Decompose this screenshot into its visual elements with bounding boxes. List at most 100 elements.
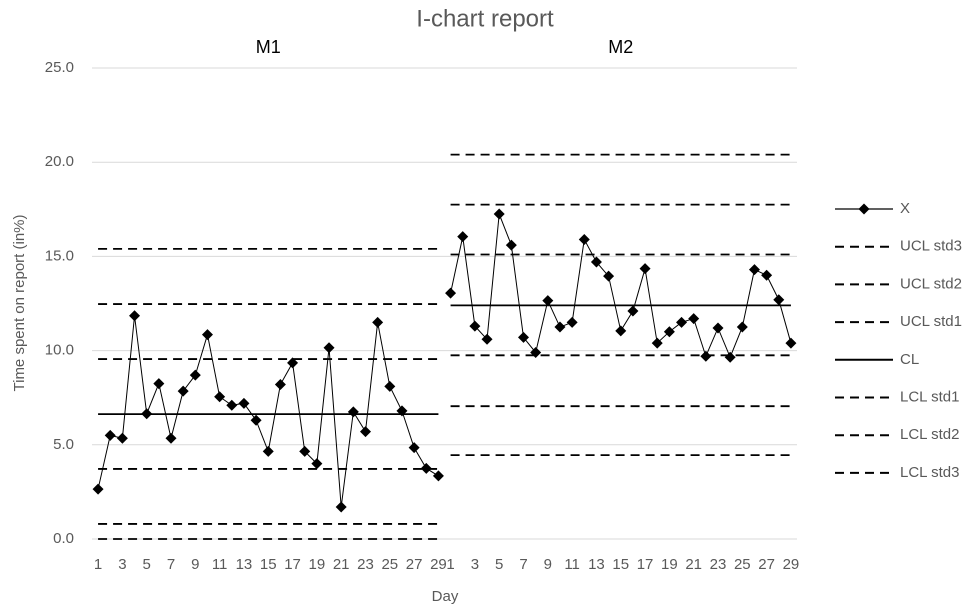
y-axis-label: Time spent on report (in%) <box>11 214 28 391</box>
group-label: M1 <box>256 37 281 57</box>
data-point <box>153 378 165 390</box>
x-tick-label: 19 <box>661 556 678 573</box>
legend-label: UCL std2 <box>900 275 962 292</box>
x-tick-label: 7 <box>519 556 527 573</box>
x-tick-label: 25 <box>734 556 751 573</box>
data-point <box>736 321 748 333</box>
data-point <box>262 445 274 457</box>
data-point <box>518 331 530 343</box>
legend-label: LCL std2 <box>900 426 959 443</box>
data-point <box>299 445 311 457</box>
data-point <box>445 287 457 299</box>
chart-title: I-chart report <box>416 5 554 32</box>
x-tick-label: 19 <box>309 556 326 573</box>
x-axis-label: Day <box>432 588 459 605</box>
y-tick-label: 25.0 <box>45 59 74 76</box>
data-point <box>384 380 396 392</box>
legend-marker <box>858 203 870 215</box>
data-point <box>578 233 590 245</box>
data-point <box>773 294 785 306</box>
x-tick-label: 1 <box>446 556 454 573</box>
x-tick-label: 21 <box>333 556 350 573</box>
x-tick-label: 7 <box>167 556 175 573</box>
y-tick-label: 15.0 <box>45 247 74 264</box>
x-tick-label: 9 <box>191 556 199 573</box>
data-point <box>116 432 128 444</box>
x-tick-label: 5 <box>495 556 503 573</box>
x-tick-label: 5 <box>143 556 151 573</box>
y-tick-label: 20.0 <box>45 153 74 170</box>
x-tick-label: 11 <box>212 556 228 573</box>
x-tick-label: 11 <box>564 556 580 573</box>
data-point <box>748 264 760 276</box>
data-point <box>420 462 432 474</box>
legend-label: LCL std3 <box>900 464 959 481</box>
data-point <box>603 270 615 282</box>
x-tick-label: 29 <box>783 556 800 573</box>
data-point <box>165 432 177 444</box>
x-tick-label: 25 <box>381 556 398 573</box>
legend-label: CL <box>900 351 919 368</box>
x-tick-label: 13 <box>588 556 605 573</box>
data-point <box>469 320 481 332</box>
data-point <box>335 501 347 513</box>
data-point <box>688 313 700 325</box>
data-point <box>189 369 201 381</box>
x-tick-label: 1 <box>94 556 102 573</box>
data-point <box>214 391 226 403</box>
legend-label: X <box>900 200 910 217</box>
data-point <box>651 337 663 349</box>
data-point <box>761 269 773 281</box>
data-point <box>566 316 578 328</box>
x-tick-label: 23 <box>357 556 374 573</box>
data-point <box>676 316 688 328</box>
legend-label: LCL std1 <box>900 388 959 405</box>
data-point <box>274 379 286 391</box>
data-point <box>177 385 189 397</box>
x-tick-label: 15 <box>260 556 277 573</box>
data-point <box>323 342 335 354</box>
x-tick-label: 29 <box>430 556 447 573</box>
x-tick-label: 23 <box>710 556 727 573</box>
data-point <box>408 442 420 454</box>
data-point <box>359 426 371 438</box>
data-point <box>505 239 517 251</box>
data-point <box>615 325 627 337</box>
data-point <box>238 397 250 409</box>
data-point <box>287 357 299 369</box>
data-point <box>104 429 116 441</box>
data-point <box>712 322 724 334</box>
x-tick-label: 17 <box>284 556 301 573</box>
data-point <box>493 208 505 220</box>
data-point <box>627 305 639 317</box>
x-tick-label: 3 <box>471 556 479 573</box>
x-tick-label: 27 <box>758 556 775 573</box>
data-point <box>311 458 323 470</box>
data-point <box>481 333 493 345</box>
data-point <box>590 256 602 268</box>
data-point <box>250 414 262 426</box>
data-point <box>700 350 712 362</box>
y-tick-label: 0.0 <box>53 530 74 547</box>
x-tick-label: 21 <box>685 556 702 573</box>
y-tick-label: 10.0 <box>45 342 74 359</box>
x-tick-label: 27 <box>406 556 423 573</box>
data-point <box>639 263 651 275</box>
data-point <box>129 310 141 322</box>
data-point <box>347 406 359 418</box>
data-point <box>663 326 675 338</box>
data-point <box>554 321 566 333</box>
x-tick-label: 9 <box>544 556 552 573</box>
x-tick-label: 3 <box>118 556 126 573</box>
data-point <box>201 329 213 341</box>
x-tick-label: 13 <box>236 556 253 573</box>
group-label: M2 <box>608 37 633 57</box>
data-point <box>724 351 736 363</box>
data-point <box>226 399 238 411</box>
data-point <box>432 470 444 482</box>
data-point <box>457 231 469 243</box>
data-point <box>785 337 797 349</box>
x-tick-label: 17 <box>637 556 654 573</box>
data-point <box>372 316 384 328</box>
